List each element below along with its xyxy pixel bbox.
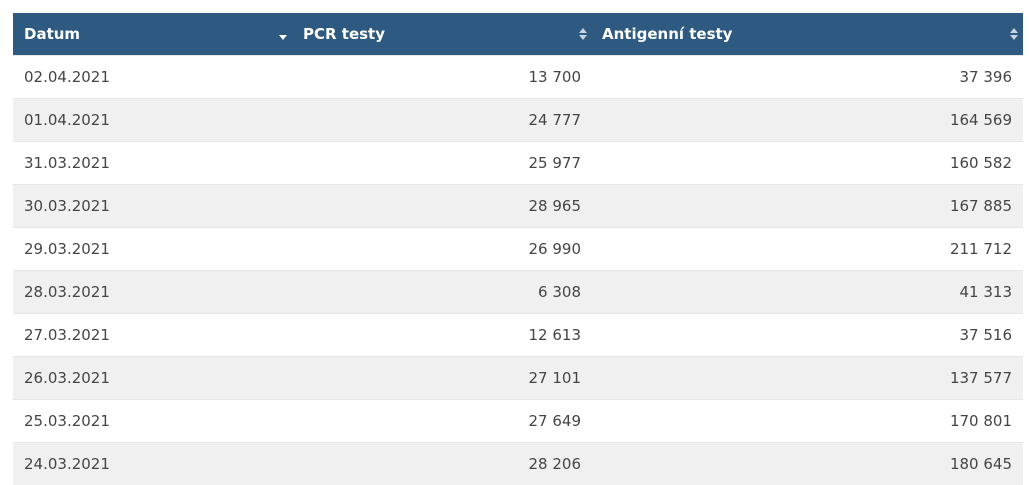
cell-date: 31.03.2021 [13, 142, 292, 185]
sort-both-icon [579, 27, 587, 41]
cell-pcr: 24 777 [292, 99, 592, 142]
cell-pcr: 28 965 [292, 185, 592, 228]
table-body: 02.04.2021 13 700 37 396 01.04.2021 24 7… [13, 56, 1023, 485]
cell-pcr: 6 308 [292, 271, 592, 314]
cell-antigen: 180 645 [592, 443, 1023, 485]
table-row: 25.03.2021 27 649 170 801 [13, 400, 1023, 443]
table-row: 26.03.2021 27 101 137 577 [13, 357, 1023, 400]
sort-desc-icon [279, 27, 287, 41]
cell-antigen: 170 801 [592, 400, 1023, 443]
table-row: 27.03.2021 12 613 37 516 [13, 314, 1023, 357]
cell-date: 24.03.2021 [13, 443, 292, 485]
cell-pcr: 12 613 [292, 314, 592, 357]
cell-antigen: 167 885 [592, 185, 1023, 228]
column-header-label: Antigenní testy [602, 25, 732, 43]
table-row: 24.03.2021 28 206 180 645 [13, 443, 1023, 485]
table-row: 01.04.2021 24 777 164 569 [13, 99, 1023, 142]
column-header-label: Datum [24, 25, 80, 43]
cell-pcr: 25 977 [292, 142, 592, 185]
cell-date: 26.03.2021 [13, 357, 292, 400]
cell-antigen: 137 577 [592, 357, 1023, 400]
column-header-datum[interactable]: Datum [13, 13, 292, 56]
cell-pcr: 27 101 [292, 357, 592, 400]
data-table: Datum PCR testy [13, 13, 1023, 485]
cell-pcr: 28 206 [292, 443, 592, 485]
cell-date: 25.03.2021 [13, 400, 292, 443]
table-row: 30.03.2021 28 965 167 885 [13, 185, 1023, 228]
table-row: 31.03.2021 25 977 160 582 [13, 142, 1023, 185]
data-table-container: Datum PCR testy [13, 13, 1023, 485]
cell-date: 29.03.2021 [13, 228, 292, 271]
table-header: Datum PCR testy [13, 13, 1023, 56]
header-row: Datum PCR testy [13, 13, 1023, 56]
cell-pcr: 13 700 [292, 56, 592, 99]
cell-date: 01.04.2021 [13, 99, 292, 142]
cell-date: 27.03.2021 [13, 314, 292, 357]
sort-both-icon [1010, 27, 1018, 41]
column-header-pcr-testy[interactable]: PCR testy [292, 13, 592, 56]
cell-date: 30.03.2021 [13, 185, 292, 228]
cell-pcr: 27 649 [292, 400, 592, 443]
cell-antigen: 164 569 [592, 99, 1023, 142]
cell-antigen: 211 712 [592, 228, 1023, 271]
cell-antigen: 37 396 [592, 56, 1023, 99]
column-header-label: PCR testy [303, 25, 385, 43]
column-header-antigenni-testy[interactable]: Antigenní testy [592, 13, 1023, 56]
cell-antigen: 37 516 [592, 314, 1023, 357]
cell-antigen: 160 582 [592, 142, 1023, 185]
cell-antigen: 41 313 [592, 271, 1023, 314]
table-row: 29.03.2021 26 990 211 712 [13, 228, 1023, 271]
table-row: 28.03.2021 6 308 41 313 [13, 271, 1023, 314]
cell-date: 02.04.2021 [13, 56, 292, 99]
cell-pcr: 26 990 [292, 228, 592, 271]
table-row: 02.04.2021 13 700 37 396 [13, 56, 1023, 99]
cell-date: 28.03.2021 [13, 271, 292, 314]
